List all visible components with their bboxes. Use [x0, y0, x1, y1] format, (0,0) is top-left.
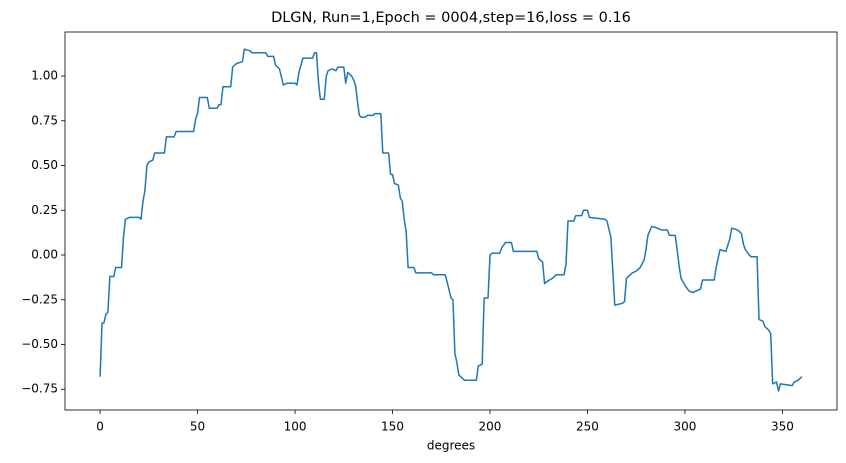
y-tick-label: 1.00	[31, 69, 58, 83]
chart-title: DLGN, Run=1,Epoch = 0004,step=16,loss = …	[271, 10, 631, 26]
x-tick-label: 250	[576, 420, 599, 434]
x-tick-label: 300	[673, 420, 696, 434]
x-tick-label: 350	[771, 420, 794, 434]
y-tick-label: 0.50	[31, 158, 58, 172]
x-tick-label: 100	[284, 420, 307, 434]
x-tick-label: 0	[96, 420, 104, 434]
y-tick-label: −0.25	[21, 292, 58, 306]
x-tick-label: 200	[479, 420, 502, 434]
y-tick-label: −0.75	[21, 382, 58, 396]
y-tick-label: 0.00	[31, 248, 58, 262]
data-line	[99, 48, 803, 392]
x-tick-label: 150	[381, 420, 404, 434]
x-tick-label: 50	[190, 420, 205, 434]
y-tick-label: 0.75	[31, 113, 58, 127]
y-tick-label: 0.25	[31, 203, 58, 217]
axes-frame	[64, 31, 838, 411]
x-axis-label: degrees	[427, 439, 475, 453]
y-tick-label: −0.50	[21, 337, 58, 351]
